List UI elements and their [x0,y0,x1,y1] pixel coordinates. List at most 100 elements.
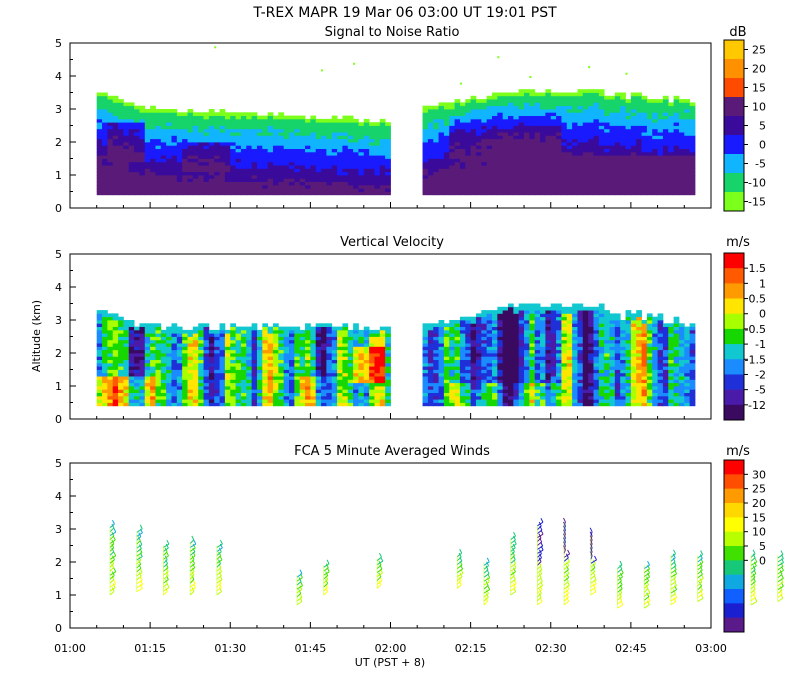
snr-cell [299,175,306,179]
snr-cell [118,112,124,116]
snr-cell [353,165,359,169]
vv-cell [491,376,498,380]
vv-cell [347,376,354,380]
vv-cell [289,366,295,370]
panel1-title: Signal to Noise Ratio [325,25,460,40]
vv-cell [128,343,135,347]
snr-cell [577,181,584,186]
snr-cell [556,132,562,136]
vv-cell [176,336,183,341]
vv-cell [150,329,156,334]
snr-cell [572,191,578,196]
snr-cell [491,155,498,159]
snr-cell [614,158,621,163]
snr-cell [134,165,140,169]
snr-cell [684,99,691,103]
vv-cell [337,386,343,390]
snr-cell [230,148,236,153]
snr-cell [518,102,525,107]
snr-cell [166,128,172,133]
snr-cell [604,118,610,123]
snr-cell [566,128,573,133]
snr-cell [438,175,445,179]
vv-cell [534,303,541,308]
vv-cell [150,376,156,380]
vv-cell [240,376,247,380]
snr-cell [529,128,536,133]
snr-cell [337,184,343,189]
snr-cell [272,188,279,192]
snr-cell [123,142,130,146]
snr-cell [508,165,514,169]
snr-cell [518,135,525,140]
snr-cell [166,155,172,159]
vv-cell [283,399,290,403]
vv-cell [331,333,338,337]
vv-cell [459,356,466,360]
snr-cell [224,115,231,120]
snr-cell [470,158,477,163]
snr-cell [646,171,653,176]
snr-cell [166,132,172,136]
snr-cell [593,178,600,182]
snr-cell [588,181,594,186]
snr-cell [545,178,552,182]
snr-cell [593,132,600,136]
snr-cell [251,112,258,116]
vv-cell [262,399,269,403]
snr-cell [187,145,194,149]
vv-cell [449,346,455,351]
snr-cell [112,168,119,173]
vv-cell [524,353,530,357]
snr-cell [347,161,354,166]
snr-cell [470,95,477,100]
vv-cell [96,349,103,354]
vv-cell [155,349,162,354]
snr-cell [379,168,386,173]
vv-cell [310,372,317,377]
vv-cell [107,316,114,321]
snr-cell [588,142,594,146]
snr-cell [475,99,482,103]
vv-cell [385,329,391,334]
vv-cell [166,356,172,360]
vv-cell [305,379,311,384]
vv-cell [369,333,375,337]
snr-cell [620,175,626,179]
vertical-velocity-field [96,303,696,407]
vv-cell [422,339,429,344]
vv-cell [214,343,220,347]
snr-cell [582,168,589,173]
vv-cell [540,336,546,341]
snr-cell [443,181,450,186]
snr-cell [620,148,626,153]
vv-cell [235,376,242,380]
snr-cell [598,158,605,163]
vv-cell [513,346,520,351]
snr-cell [491,148,498,153]
snr-cell [363,132,370,136]
snr-cell [96,155,103,159]
snr-cell [326,151,333,156]
vv-cell [491,369,498,374]
vv-cell [385,349,391,354]
vv-cell [166,392,172,397]
snr-cell [502,95,509,100]
vv-cell [123,372,130,377]
snr-cell [582,191,589,196]
vv-cell [262,343,269,347]
vv-cell [305,382,311,387]
snr-cell [427,158,434,163]
vv-cell [139,323,146,327]
snr-cell [192,142,199,146]
vv-cell [160,372,167,377]
vv-cell [283,326,290,331]
vv-cell [331,362,338,367]
vv-cell [230,346,236,351]
snr-cell [470,178,477,182]
snr-cell [219,138,226,143]
snr-cell [176,115,183,120]
snr-cell [214,168,220,173]
vv-cell [118,329,124,334]
snr-cell [107,132,114,136]
